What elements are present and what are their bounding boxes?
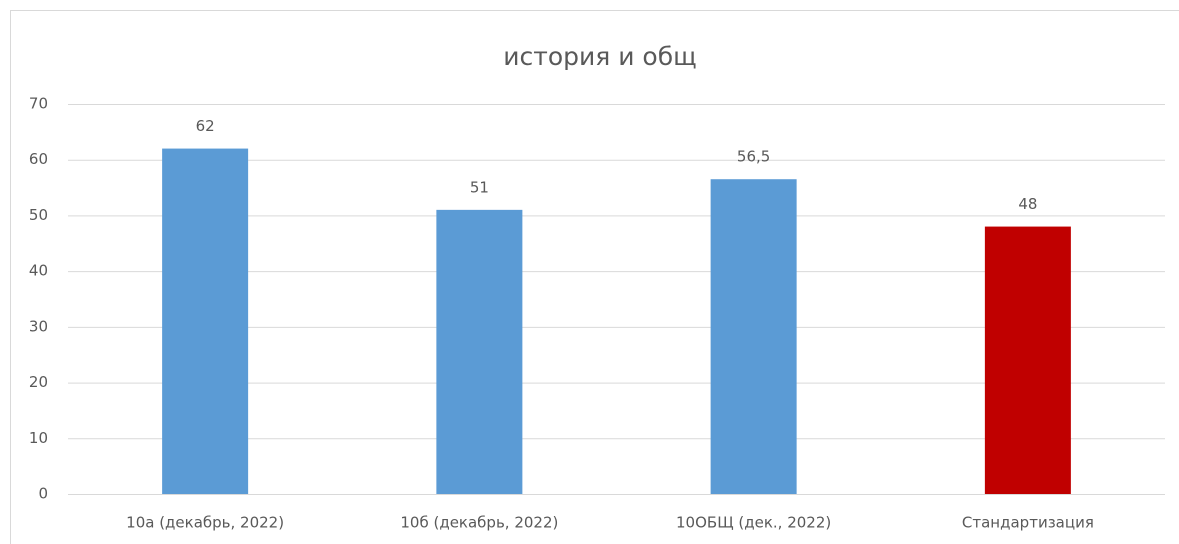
y-tick-label: 20 — [29, 373, 48, 391]
x-tick-label: Стандартизация — [962, 514, 1094, 532]
bar — [710, 179, 797, 494]
y-tick-label: 30 — [29, 317, 48, 335]
bar — [436, 209, 523, 494]
y-tick-label: 10 — [29, 429, 48, 447]
data-label: 56,5 — [737, 148, 770, 166]
y-tick-label: 70 — [29, 95, 48, 113]
chart-title: история и общ — [503, 42, 696, 71]
data-label: 48 — [1018, 195, 1037, 213]
x-tick-label: 10ОБЩ (дек., 2022) — [676, 514, 831, 532]
data-label: 51 — [470, 178, 489, 196]
bar — [984, 226, 1071, 495]
y-tick-label: 60 — [29, 150, 48, 168]
x-tick-label: 10б (декабрь, 2022) — [400, 514, 558, 532]
y-tick-label: 40 — [29, 262, 48, 280]
bar — [162, 148, 249, 495]
y-tick-label: 50 — [29, 206, 48, 224]
x-tick-label: 10а (декабрь, 2022) — [126, 514, 284, 532]
y-tick-label: 0 — [38, 485, 48, 503]
data-label: 62 — [196, 117, 215, 135]
